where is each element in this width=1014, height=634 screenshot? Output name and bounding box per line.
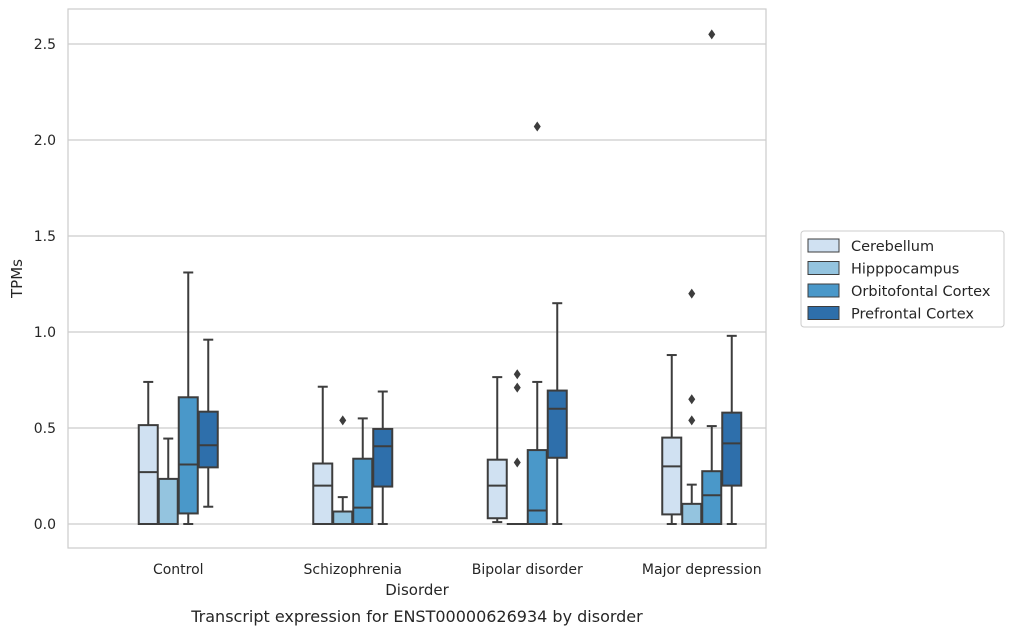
x-axis-label: Disorder	[385, 581, 449, 599]
legend-label: Cerebellum	[851, 239, 934, 255]
legend-swatch	[807, 306, 840, 320]
outlier-point	[688, 288, 696, 299]
box-prefrontal-cortex	[721, 334, 743, 525]
plot-area-frame	[67, 8, 767, 549]
box-iqr	[177, 396, 199, 515]
x-tick-label: Schizophrenia	[304, 562, 402, 578]
box-prefrontal-cortex	[197, 338, 219, 508]
y-tick-label: 2.0	[34, 133, 56, 149]
box-iqr	[197, 410, 219, 469]
legend-swatch	[807, 238, 840, 253]
x-axis-ticks: Control Schizophrenia Bipolar disorder Majo…	[153, 562, 762, 578]
box-orbitofontal-cortex	[526, 121, 548, 525]
box-iqr	[486, 458, 508, 520]
box-cerebellum	[312, 385, 334, 525]
outlier-point	[688, 415, 696, 426]
outlier-point	[513, 382, 521, 393]
box-iqr	[526, 449, 548, 525]
y-tick-label: 2.5	[34, 37, 56, 53]
box-iqr	[352, 457, 374, 525]
chart-caption: Transcript expression for ENST0000062693…	[190, 607, 643, 626]
legend: Cerebellum Hipppocampus Orbitofontal Corte…	[800, 230, 1005, 328]
y-tick-label: 1.0	[34, 325, 56, 341]
legend-frame	[800, 230, 1005, 328]
box-iqr	[372, 427, 394, 488]
outlier-point	[339, 415, 347, 426]
x-tick-label: Control	[153, 562, 204, 578]
box-cerebellum	[486, 376, 508, 524]
y-tick-label: 1.5	[34, 229, 56, 245]
box-iqr	[332, 510, 354, 525]
box-hipppocampus	[681, 288, 703, 525]
legend-label: Prefrontal Cortex	[851, 307, 974, 323]
outlier-point	[513, 369, 521, 380]
outlier-point	[533, 121, 541, 132]
box-prefrontal-cortex	[546, 302, 568, 525]
box-iqr	[137, 424, 159, 525]
box-iqr	[546, 389, 568, 459]
legend-swatch	[807, 283, 840, 298]
box-orbitofontal-cortex	[177, 271, 199, 525]
box-iqr	[312, 462, 334, 525]
box-hipppocampus	[157, 437, 179, 526]
box-orbitofontal-cortex	[352, 417, 374, 525]
box-prefrontal-cortex	[372, 390, 394, 525]
outlier-point	[513, 457, 521, 468]
box-orbitofontal-cortex	[701, 29, 723, 526]
box-hipppocampus	[506, 369, 528, 526]
box-cerebellum	[137, 380, 159, 525]
x-tick-label: Major depression	[642, 562, 762, 578]
box-hipppocampus	[332, 415, 354, 525]
y-axis-ticks: 0.0 0.5 1.0 1.5 2.0 2.5	[34, 37, 56, 533]
legend-swatch	[807, 261, 840, 275]
box-cerebellum	[661, 354, 683, 525]
y-tick-label: 0.5	[34, 421, 56, 437]
y-axis-label: TPMs	[8, 259, 26, 299]
box-plot-boxes	[137, 29, 743, 526]
legend-label: Hipppocampus	[851, 262, 959, 278]
box-iqr	[157, 477, 179, 526]
y-tick-label: 0.0	[34, 517, 56, 533]
outlier-point	[688, 394, 696, 405]
x-tick-label: Bipolar disorder	[472, 562, 583, 578]
box-iqr	[681, 502, 703, 525]
outlier-point	[708, 29, 716, 40]
box-iqr	[661, 436, 683, 516]
box-iqr	[721, 411, 743, 487]
box-iqr	[701, 470, 723, 526]
legend-label: Orbitofontal Cortex	[851, 284, 991, 300]
